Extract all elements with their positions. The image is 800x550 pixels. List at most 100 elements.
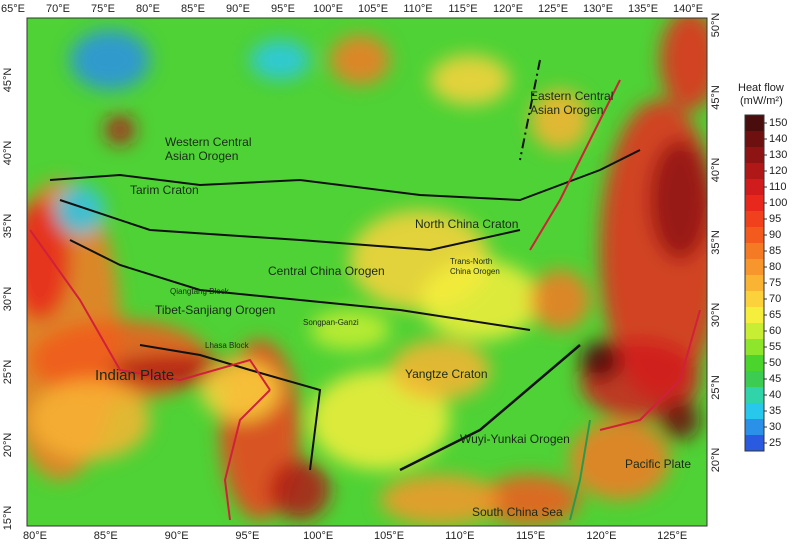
right-lat-label: 50°N (710, 13, 722, 38)
legend-tick-label: 110 (769, 181, 787, 193)
heat-field (27, 18, 707, 525)
region-label: Eastern Central Asian Orogen (530, 89, 613, 117)
legend-swatch (745, 243, 764, 259)
top-lon-label: 65°E (1, 3, 25, 15)
legend-tick-label: 65 (769, 309, 781, 321)
bottom-lon-label: 105°E (374, 530, 404, 542)
legend-tick-label: 150 (769, 117, 787, 129)
legend-swatch (745, 419, 764, 435)
bottom-lon-label: 120°E (586, 530, 616, 542)
region-label: South China Sea (472, 505, 563, 519)
heat-patch (55, 185, 105, 235)
bottom-lon-label: 100°E (303, 530, 333, 542)
legend-swatch (745, 387, 764, 403)
legend-swatch (745, 307, 764, 323)
legend-swatch (745, 195, 764, 211)
top-lon-label: 140°E (673, 3, 703, 15)
heat-patch (660, 18, 707, 110)
legend-swatch (745, 147, 764, 163)
legend-swatch (745, 179, 764, 195)
left-lat-label: 35°N (2, 214, 14, 239)
legend-tick-label: 95 (769, 213, 781, 225)
legend-tick-label: 55 (769, 341, 781, 353)
legend-tick-label: 40 (769, 389, 781, 401)
left-lat-label: 20°N (2, 433, 14, 458)
heat-patch (270, 460, 330, 520)
top-lon-label: 105°E (358, 3, 388, 15)
left-lat-label: 40°N (2, 141, 14, 166)
legend-tick-label: 30 (769, 421, 781, 433)
legend-swatch (745, 227, 764, 243)
top-lon-label: 100°E (313, 3, 343, 15)
right-lat-label: 20°N (710, 448, 722, 473)
boundaries (29, 59, 701, 521)
legend-tick-label: 60 (769, 325, 781, 337)
top-lon-label: 135°E (628, 3, 658, 15)
legend-swatch (745, 339, 764, 355)
heat-patch (200, 360, 280, 420)
legend-swatch (745, 275, 764, 291)
top-lon-label: 90°E (226, 3, 250, 15)
heat-patch (105, 115, 135, 145)
region-label: Wuyi-Yunkai Orogen (460, 432, 570, 446)
legend-swatch (745, 115, 764, 131)
top-lon-label: 115°E (448, 3, 477, 15)
region-label: Lhasa Block (205, 341, 250, 350)
region-label: Songpan-Ganzi (303, 318, 359, 327)
legend-unit: (mW/m²) (740, 95, 783, 107)
right-lat-label: 40°N (710, 158, 722, 183)
bottom-lon-label: 110°E (445, 530, 474, 542)
right-lat-label: 25°N (710, 375, 722, 400)
legend-tick-label: 80 (769, 261, 781, 273)
heat-patch (530, 270, 590, 330)
left-lat-label: 25°N (2, 360, 14, 385)
heat-patch (330, 35, 390, 85)
legend-tick-label: 70 (769, 293, 781, 305)
left-lat-label: 30°N (2, 287, 14, 312)
heat-patch (70, 30, 150, 90)
heat-patch (310, 310, 390, 350)
right-lat-label: 35°N (710, 230, 722, 255)
legend-tick-label: 25 (769, 437, 781, 449)
left-lat-label: 45°N (2, 68, 14, 93)
legend-swatch (745, 435, 764, 451)
region-label: Central China Orogen (268, 264, 385, 278)
top-lon-label: 95°E (271, 3, 295, 15)
top-lon-label: 120°E (493, 3, 523, 15)
legend-tick-label: 140 (769, 133, 787, 145)
legend-swatch (745, 403, 764, 419)
region-label-line: China Orogen (450, 267, 500, 276)
heat-patch (390, 340, 490, 400)
heat-patch (480, 475, 580, 525)
region-label-line: Trans-North (450, 257, 492, 266)
legend-swatch (745, 259, 764, 275)
heat-patch (570, 420, 670, 500)
region-label-line: Asian Orogen (530, 103, 603, 117)
legend-tick-label: 35 (769, 405, 781, 417)
legend-tick-label: 120 (769, 165, 787, 177)
legend-swatch (745, 323, 764, 339)
region-label: Tarim Craton (130, 183, 199, 197)
top-lon-label: 130°E (583, 3, 613, 15)
right-lat-label: 30°N (710, 303, 722, 328)
legend-tick-label: 45 (769, 373, 781, 385)
heat-patch (30, 380, 150, 460)
heat-patch (580, 340, 620, 380)
region-label-line: Asian Orogen (165, 149, 238, 163)
heat-patch (250, 40, 310, 80)
region-label: Western Central Asian Orogen (165, 135, 251, 163)
right-lat-label: 45°N (710, 85, 722, 110)
top-lon-label: 110°E (403, 3, 432, 15)
legend-swatch (745, 355, 764, 371)
bottom-lon-label: 80°E (23, 530, 47, 542)
top-lon-label: 85°E (181, 3, 205, 15)
legend-tick-label: 85 (769, 245, 781, 257)
top-lon-label: 75°E (91, 3, 115, 15)
bottom-lon-label: 115°E (516, 530, 545, 542)
region-label: Yangtze Craton (405, 367, 488, 381)
heat-patch (380, 475, 500, 525)
legend-title: Heat flow (738, 82, 784, 94)
heat-patch (660, 400, 700, 440)
bottom-lon-label: 95°E (235, 530, 259, 542)
